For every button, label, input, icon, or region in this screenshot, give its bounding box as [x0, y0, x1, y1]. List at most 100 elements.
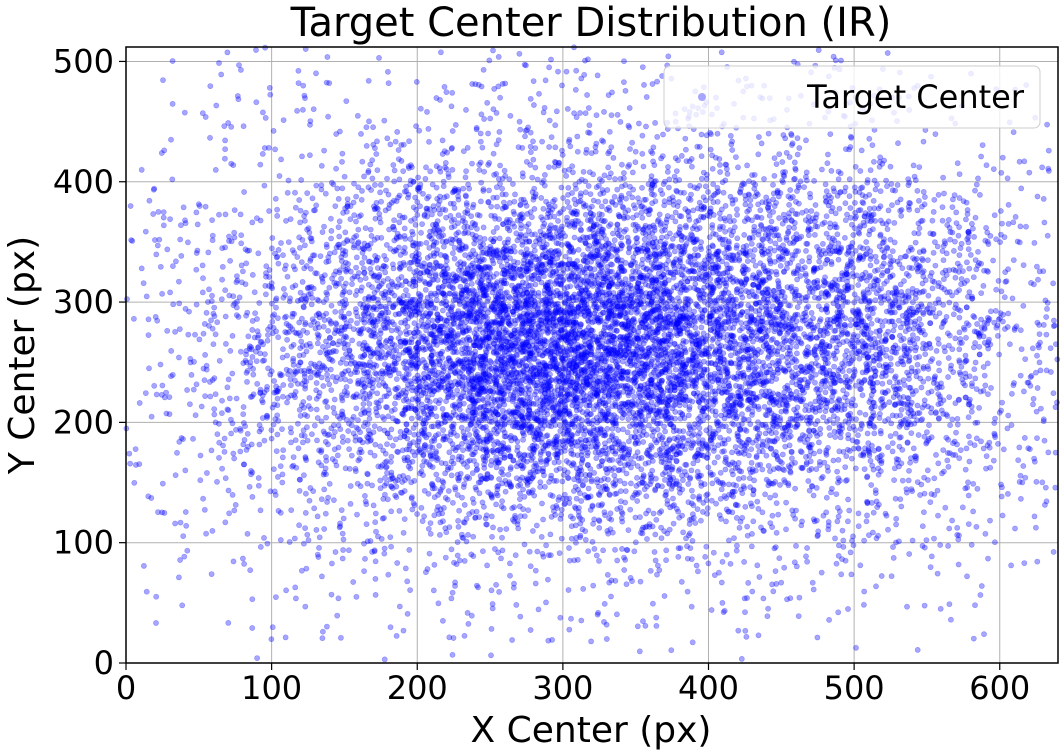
scatter-point [667, 388, 673, 394]
scatter-point [372, 592, 379, 598]
scatter-point [786, 154, 793, 160]
scatter-point [792, 374, 799, 381]
scatter-point [835, 256, 842, 263]
scatter-point [866, 452, 873, 459]
scatter-point [833, 344, 840, 351]
scatter-point [335, 224, 342, 231]
scatter-point [830, 420, 837, 427]
scatter-point [366, 400, 373, 407]
scatter-point [537, 403, 544, 410]
scatter-point [812, 231, 818, 238]
scatter-point [297, 219, 303, 226]
scatter-point [244, 309, 251, 316]
scatter-point [954, 415, 961, 422]
scatter-point [435, 288, 442, 295]
scatter-point [240, 404, 247, 410]
scatter-point [935, 360, 942, 366]
scatter-point [975, 248, 981, 255]
scatter-point [706, 314, 713, 321]
scatter-point [249, 219, 256, 226]
scatter-point [639, 150, 646, 157]
scatter-point [1020, 463, 1027, 469]
scatter-point [856, 230, 863, 237]
scatter-point [807, 226, 814, 233]
scatter-point [886, 399, 893, 405]
scatter-point [331, 249, 338, 256]
scatter-point [316, 544, 322, 551]
scatter-point [322, 190, 329, 197]
scatter-point [464, 144, 471, 151]
scatter-point [490, 524, 496, 531]
scatter-point [634, 623, 641, 630]
scatter-point [326, 335, 333, 341]
scatter-point [756, 228, 762, 234]
scatter-point [425, 525, 432, 532]
scatter-point [808, 208, 815, 214]
scatter-point [565, 587, 572, 593]
scatter-point [695, 252, 702, 259]
scatter-point [614, 611, 620, 618]
scatter-point [257, 161, 264, 168]
scatter-point [998, 169, 1005, 176]
scatter-point [535, 436, 542, 443]
scatter-point [733, 382, 739, 389]
scatter-point [283, 217, 289, 224]
scatter-point [302, 510, 309, 516]
scatter-point [889, 302, 896, 309]
scatter-point [924, 467, 931, 474]
scatter-point [526, 320, 532, 327]
scatter-point [705, 560, 712, 567]
scatter-point [959, 504, 966, 511]
scatter-point [604, 252, 611, 259]
scatter-point [176, 300, 183, 307]
scatter-point [533, 522, 540, 529]
scatter-point [468, 397, 475, 403]
scatter-point [871, 357, 878, 364]
scatter-point [559, 478, 566, 485]
scatter-point [339, 530, 346, 537]
points-layer [123, 44, 1061, 663]
scatter-point [628, 480, 634, 487]
scatter-point [686, 424, 693, 431]
scatter-point [442, 554, 449, 561]
scatter-point [510, 181, 516, 187]
scatter-point [955, 232, 962, 239]
scatter-point [625, 163, 631, 170]
scatter-point [522, 133, 528, 140]
scatter-point [475, 81, 482, 88]
scatter-point [741, 559, 747, 565]
scatter-point [931, 475, 938, 482]
scatter-point [671, 248, 678, 255]
scatter-point [499, 354, 505, 361]
scatter-point [925, 375, 932, 382]
scatter-point [291, 535, 298, 542]
scatter-point [339, 185, 346, 192]
scatter-point [493, 184, 500, 191]
scatter-point [928, 553, 935, 560]
scatter-point [822, 383, 829, 390]
scatter-point [808, 309, 815, 316]
scatter-point [721, 607, 728, 614]
scatter-point [382, 382, 388, 389]
scatter-point [349, 281, 355, 287]
scatter-point [333, 348, 339, 355]
scatter-point [605, 283, 612, 290]
scatter-point [896, 443, 903, 450]
scatter-point [748, 459, 755, 466]
scatter-point [897, 207, 904, 214]
scatter-point [369, 157, 376, 164]
scatter-point [928, 434, 935, 441]
scatter-point [984, 360, 991, 367]
scatter-point [785, 302, 792, 309]
scatter-point [310, 488, 317, 494]
scatter-point [675, 545, 682, 552]
scatter-point [482, 444, 489, 451]
scatter-point [372, 576, 379, 582]
scatter-point [916, 262, 922, 269]
scatter-point [877, 217, 884, 224]
scatter-point [441, 83, 448, 90]
scatter-point [747, 202, 754, 209]
scatter-point [832, 355, 839, 362]
scatter-point [396, 507, 403, 514]
scatter-point [337, 634, 344, 641]
